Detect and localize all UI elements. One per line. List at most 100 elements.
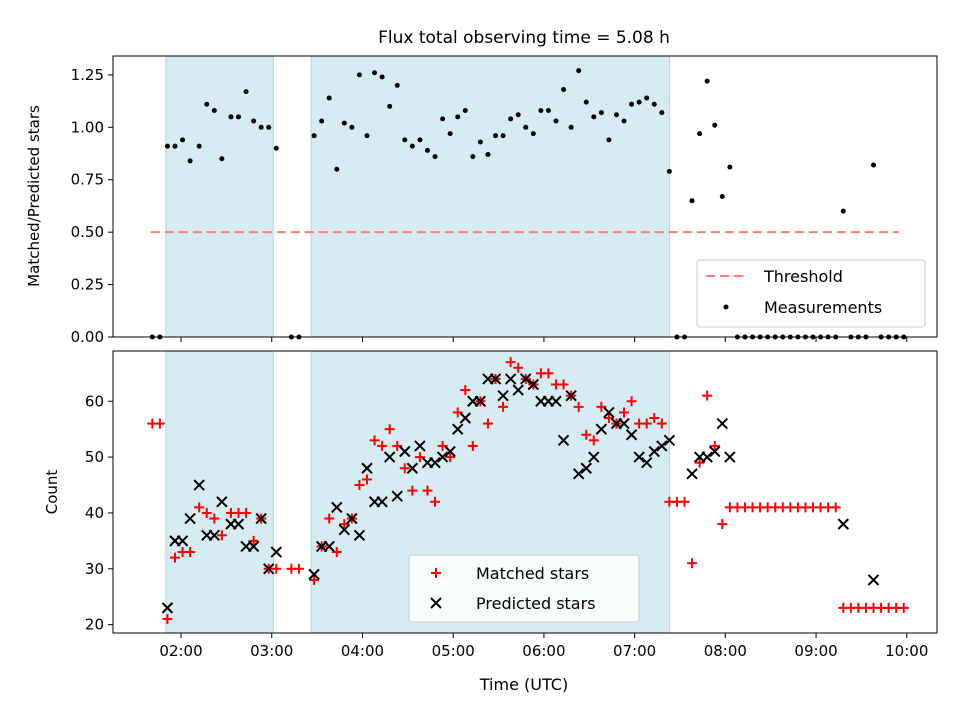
measurement-point [387,103,393,109]
measurement-point [545,108,551,114]
legend-label-matched: Matched stars [476,564,589,583]
matched-star-marker [384,424,395,435]
measurement-point [477,139,483,145]
matched-star-marker [201,507,212,518]
predicted-star-marker [663,434,676,447]
x-ticks [180,337,908,342]
legend-measurement-swatch [723,304,729,310]
matched-star-marker [169,552,180,563]
predicted-star-marker [867,574,880,586]
matched-star-marker [154,418,165,429]
measurement-point [727,164,733,170]
measurement-point [500,133,506,139]
measurement-point [379,74,385,80]
predicted-star-marker [489,373,502,385]
matched-star-marker [194,502,205,513]
chart-title: Flux total observing time = 5.08 h [378,28,670,48]
matched-star-marker [241,507,252,518]
observing-intervals [165,55,670,338]
measurement-point [515,112,521,118]
matched-star-marker [209,513,220,524]
y-tick-label: 30 [85,560,104,578]
predicted-star-marker [338,523,351,536]
predicted-star-marker [550,395,562,407]
predicted-star-marker [176,535,189,547]
predicted-star-marker [308,568,320,581]
matched-star-marker [407,485,418,496]
predicted-star-marker [474,395,487,407]
matched-star-marker [422,485,433,496]
plot-frame [112,350,938,634]
predicted-star-marker [193,479,205,491]
y-axis-label: Count [43,470,61,515]
predicted-star-marker [247,540,260,553]
measurement-point [273,145,279,151]
y-tick-label: 60 [85,392,104,410]
predicted-star-marker [376,496,388,508]
matched-star-marker [185,547,196,558]
x-tick-label: 02:00 [159,642,202,660]
measurement-point [356,72,362,78]
x-axis-label: Time (UTC) [479,675,568,694]
measurement-point [613,112,619,118]
measurement-point [211,108,217,114]
matched-star-marker [679,496,690,507]
measurement-point [417,137,423,143]
measurement-point [840,208,846,214]
matched-star-marker [354,480,365,491]
measurement-point [576,68,582,74]
measurement-point [409,143,415,149]
predicted-star-marker [520,373,532,385]
y-tick-label: 1.00 [71,118,104,136]
matched-star-marker [898,602,909,613]
measurement-point [598,110,604,116]
measurement-point [470,154,476,160]
predicted-star-marker [497,389,509,402]
predicted-star-marker [232,518,245,530]
predicted-star-marker [331,501,343,514]
predicted-star-marker [353,529,366,541]
predicted-star-marker [383,451,396,463]
measurement-point [508,116,514,122]
predicted-star-marker [512,384,524,396]
legend: Matched stars Predicted stars [408,554,640,623]
matched-star-marker [498,401,509,412]
y-tick-label: 40 [85,504,104,522]
matched-star-marker [573,401,584,412]
measurement-point [455,114,461,120]
y-tick-label: 50 [85,448,104,466]
x-ticks: 02:00 03:00 04:00 05:00 06:00 07:00 08:00 09:00… [159,633,928,660]
matched-star-marker [460,385,471,396]
measurement-point [424,147,430,153]
predicted-star-marker [399,445,411,458]
measurement-point [704,78,710,84]
y-tick-label: 0.75 [71,171,104,189]
measurement-point [629,101,635,107]
matched-star-marker [581,429,592,440]
star-count-panel: 02:00 03:00 04:00 05:00 06:00 07:00 08:00 09:00… [43,350,938,694]
measurement-point [349,124,355,130]
predicted-star-marker [208,529,221,541]
y-tick-label: 0.00 [71,328,104,346]
predicted-star-marker [270,546,282,558]
observing-interval-band [165,350,274,634]
matched-star-marker [505,357,516,368]
predicted-star-marker [504,373,517,385]
legend-matched-swatch [431,568,441,578]
measurement-point [219,156,225,162]
measurement-point [870,162,876,168]
measurement-point [341,120,347,126]
legend-label-threshold: Threshold [763,267,843,286]
plot-frame [112,55,938,338]
measurement-point [621,118,627,124]
measurement-point [402,137,408,143]
measurement-point [561,87,567,93]
measurement-point [334,166,340,172]
predicted-star-marker [648,445,660,458]
x-tick-label: 03:00 [250,642,293,660]
x-tick-label: 04:00 [341,642,384,660]
predicted-star-points [161,373,880,614]
predicted-star-marker [414,440,426,452]
predicted-star-marker [459,412,471,424]
measurement-point [266,124,272,130]
